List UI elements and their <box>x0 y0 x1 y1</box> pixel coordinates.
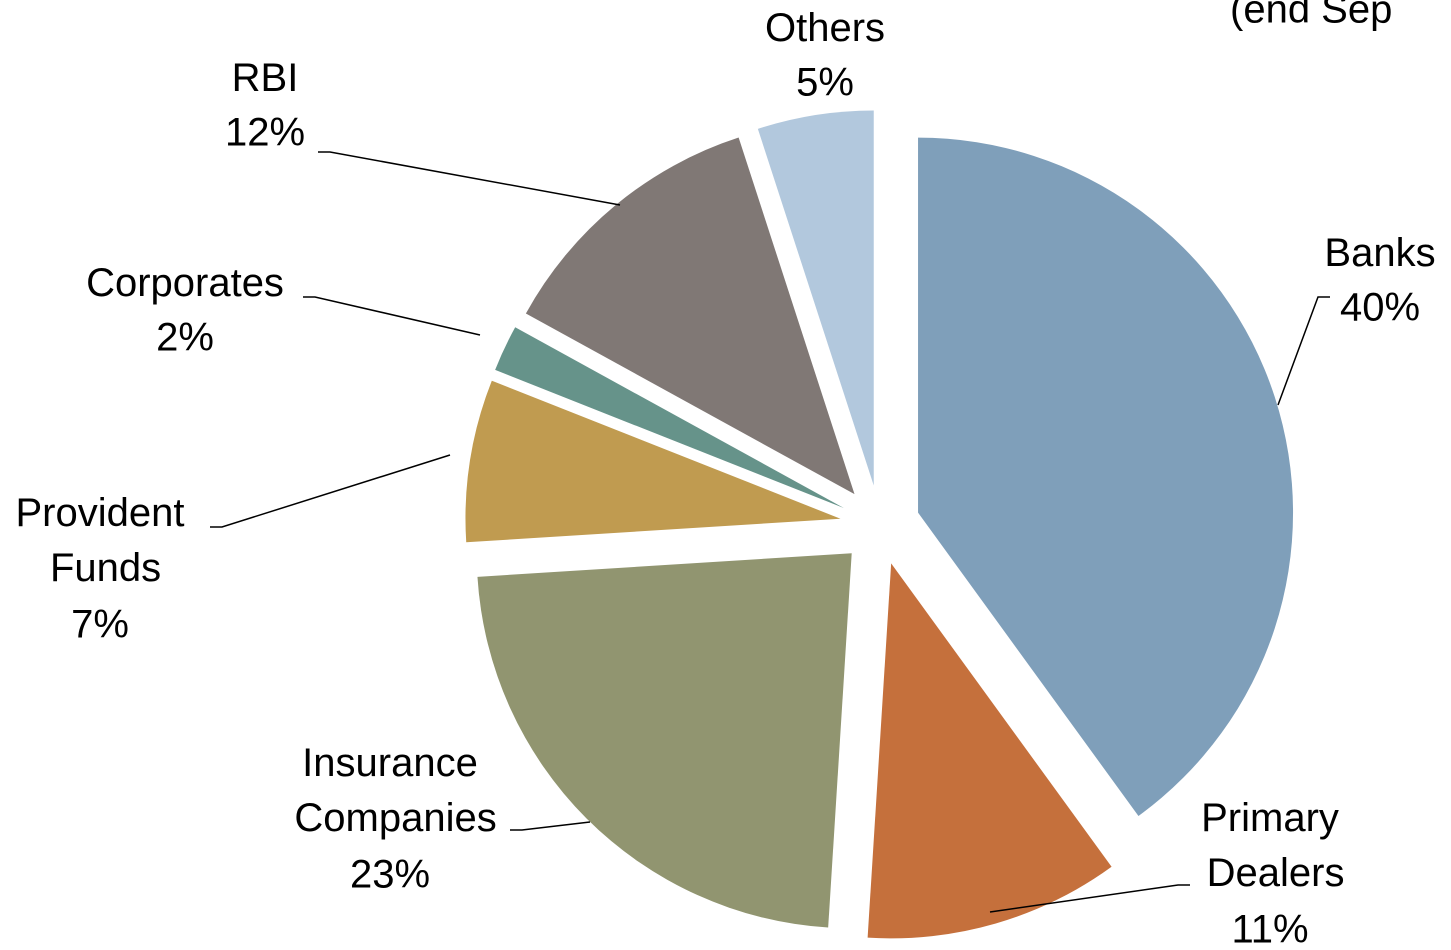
pie-slice <box>477 553 852 928</box>
slice-value-label: 23% <box>350 853 430 897</box>
slice-value-label: 40% <box>1340 286 1420 330</box>
slice-label: Insurance Companies <box>283 741 496 840</box>
pie-slice <box>465 380 841 543</box>
slice-value-label: 7% <box>71 603 129 647</box>
slice-value-label: 5% <box>796 61 854 105</box>
chart-title: (end Sep <box>1230 0 1392 32</box>
slice-label: Corporates <box>86 261 284 305</box>
leader-line <box>989 884 1190 913</box>
slice-value-label: 11% <box>1231 908 1308 950</box>
leader-line <box>303 296 481 336</box>
slice-value-label: 12% <box>225 111 305 155</box>
slice-label: Primary Dealers <box>1196 796 1345 895</box>
slice-label: Provident Funds <box>16 491 185 590</box>
slice-value-label: 2% <box>156 316 214 360</box>
pie-slice <box>918 137 1294 817</box>
pie-slice <box>757 110 874 486</box>
slice-label: RBI <box>232 56 299 100</box>
leader-line <box>510 821 591 831</box>
pie-slice <box>525 137 855 495</box>
slice-label: Others <box>765 6 885 50</box>
pie-slice <box>495 327 844 508</box>
pie-slice <box>867 563 1112 939</box>
slice-label: Banks <box>1324 231 1435 275</box>
leader-line <box>318 151 621 206</box>
leader-line <box>1277 296 1330 406</box>
leader-line <box>210 454 451 528</box>
